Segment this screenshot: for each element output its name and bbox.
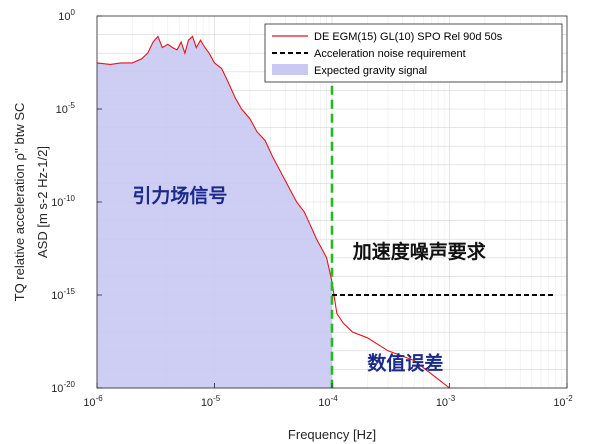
x-tick-label: 10-5 (201, 394, 221, 409)
y-tick-exponent: -20 (63, 380, 75, 389)
y-tick-exponent: -5 (68, 101, 76, 110)
annotation-label: 引力场信号 (132, 184, 227, 207)
y-tick-label: 10-20 (51, 380, 75, 395)
y-tick-label: 100 (58, 8, 75, 23)
x-tick-exponent: -5 (213, 394, 221, 403)
x-tick-exponent: -6 (96, 394, 104, 403)
y-tick-exponent: 0 (71, 8, 76, 17)
asd-red-line (96, 35, 450, 389)
x-tick-exponent: -3 (448, 394, 456, 403)
annotation-label: 加速度噪声要求 (352, 240, 487, 263)
y-axis-label-line2: ASD [m s-2 Hz-1/2] (35, 146, 50, 258)
expected-gravity-signal-area (97, 36, 332, 388)
legend-label-series-3: Expected gravity signal (314, 65, 427, 77)
legend: DE EGM(15) GL(10) SPO Rel 90d 50s Accele… (264, 23, 563, 83)
series-layer (96, 35, 556, 389)
y-axis-label-line1: TQ relative acceleration ρ'' btw SC (12, 103, 27, 302)
legend-label-series-1: DE EGM(15) GL(10) SPO Rel 90d 50s (314, 31, 503, 43)
x-tick-label: 10-4 (318, 394, 338, 409)
annotation-label: 数值误差 (367, 351, 443, 374)
y-tick-exponent: -10 (63, 194, 75, 203)
y-tick-label: 10-15 (51, 287, 75, 302)
x-tick-label: 10-3 (436, 394, 456, 409)
x-tick-label: 10-2 (553, 394, 573, 409)
x-tick-exponent: -4 (331, 394, 339, 403)
x-axis-label: Frequency [Hz] (288, 427, 376, 442)
x-tick-label: 10-6 (83, 394, 103, 409)
legend-swatch-area (272, 64, 308, 75)
y-tick-label: 10-10 (51, 194, 75, 209)
x-tick-exponent: -2 (566, 394, 574, 403)
y-tick-label: 10-5 (56, 101, 76, 116)
legend-box (264, 23, 563, 83)
y-tick-exponent: -15 (63, 287, 75, 296)
legend-label-series-2: Acceleration noise requirement (314, 48, 466, 60)
